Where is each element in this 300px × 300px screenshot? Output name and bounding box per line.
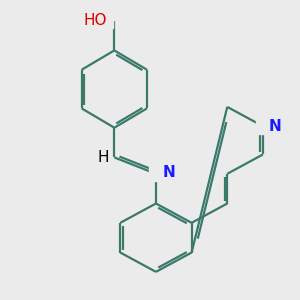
Text: HO: HO bbox=[83, 13, 107, 28]
Bar bbox=[256, 119, 270, 134]
Text: N: N bbox=[268, 119, 281, 134]
Bar bbox=[148, 166, 164, 181]
Bar bbox=[92, 13, 113, 28]
Text: N: N bbox=[163, 165, 175, 180]
Text: H: H bbox=[98, 150, 109, 165]
